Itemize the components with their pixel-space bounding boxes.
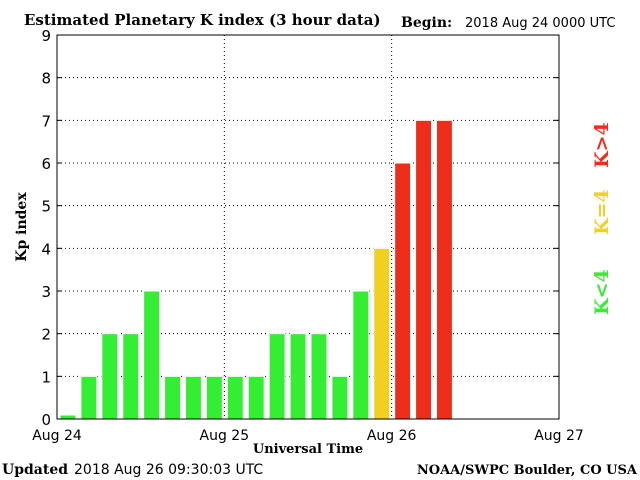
y-axis-label: Kp index xyxy=(14,192,30,262)
y-tick-label: 8 xyxy=(41,70,51,88)
begin-value: 2018 Aug 24 0000 UTC xyxy=(465,16,615,31)
kp-bar xyxy=(310,333,328,420)
kp-bar xyxy=(80,375,98,420)
credit: NOAA/SWPC Boulder, CO USA xyxy=(417,463,638,478)
chart-title: Estimated Planetary K index (3 hour data… xyxy=(24,11,381,29)
y-tick-label: 7 xyxy=(41,112,51,130)
kp-bar xyxy=(226,375,244,420)
y-tick-label: 6 xyxy=(41,155,51,173)
kp-bar xyxy=(373,247,391,420)
kp-bar xyxy=(394,162,412,420)
kp-bar xyxy=(268,333,286,420)
x-tick-label: Aug 27 xyxy=(534,428,584,444)
kp-bar xyxy=(331,375,349,420)
bars xyxy=(59,119,453,420)
legend-item: K<4 xyxy=(591,269,613,315)
kp-bar xyxy=(352,290,370,420)
kp-bar xyxy=(59,414,77,420)
y-tick-label: 3 xyxy=(41,283,51,301)
grid-lines xyxy=(57,34,559,420)
x-tick-labels: Aug 24 Aug 25 Aug 26 Aug 27 xyxy=(32,428,584,444)
x-tick-label: Aug 25 xyxy=(200,428,250,444)
updated-value: 2018 Aug 26 09:30:03 UTC xyxy=(74,462,263,478)
x-tick-label: Aug 26 xyxy=(367,428,417,444)
begin-label: Begin: xyxy=(401,15,452,31)
legend: K<4 K=4 K>4 xyxy=(591,122,613,315)
legend-item: K>4 xyxy=(591,122,613,168)
kp-bar xyxy=(143,290,161,420)
kp-bar xyxy=(205,375,223,420)
kp-bar xyxy=(185,375,202,420)
x-tick-label: Aug 24 xyxy=(32,428,82,444)
y-tick-label: 5 xyxy=(41,198,51,216)
y-tick-labels: 0 1 2 3 4 5 6 7 8 9 xyxy=(41,27,51,429)
kp-bar xyxy=(164,375,181,420)
plot-frame xyxy=(56,34,560,420)
y-tick-label: 2 xyxy=(41,326,51,344)
y-tick-label: 4 xyxy=(41,240,51,258)
y-tick-label: 9 xyxy=(41,27,51,45)
kp-bar xyxy=(101,333,119,420)
kp-bar xyxy=(436,119,453,420)
kp-bar xyxy=(122,333,140,420)
kp-bar xyxy=(415,119,433,420)
x-axis-label: Universal Time xyxy=(253,442,363,457)
y-tick-label: 1 xyxy=(41,368,51,386)
legend-item: K=4 xyxy=(591,189,613,235)
y-tick-label: 0 xyxy=(41,411,51,429)
kp-bar xyxy=(247,375,265,420)
kp-bar xyxy=(289,333,307,420)
updated-label: Updated xyxy=(2,462,68,478)
